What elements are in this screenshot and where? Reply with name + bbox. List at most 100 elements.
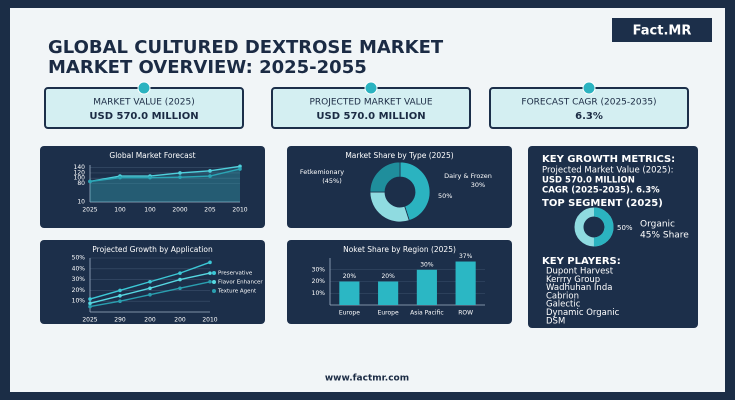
point (118, 294, 122, 298)
line (89, 165, 241, 183)
point (238, 164, 242, 169)
card-label: MARKET VALUE (2025) (93, 98, 195, 108)
bar (455, 261, 476, 305)
point (208, 174, 212, 178)
point (208, 279, 212, 284)
slice (399, 161, 431, 222)
card-value: USD 570.0 MILLION (89, 111, 198, 122)
player: Kerrry Group (546, 275, 600, 285)
point (148, 292, 152, 297)
y-tick-label: 10% (312, 290, 326, 297)
point (148, 279, 152, 284)
point (238, 167, 242, 171)
legend-swatch (212, 271, 216, 275)
chart-title: Global Market Forecast (109, 151, 195, 160)
card-value: USD 570.0 MILLION (316, 111, 425, 122)
logo-box (612, 18, 712, 42)
x-tick-label: 200 (144, 317, 156, 324)
y-tick-label: 20% (312, 278, 326, 285)
y-tick-label: 10% (72, 298, 86, 305)
panel (40, 240, 265, 324)
value-label: 20% (343, 273, 357, 280)
point (88, 301, 92, 306)
point (208, 169, 212, 173)
slice (369, 161, 401, 193)
x-tick-label: Europe (378, 310, 399, 317)
area (90, 166, 240, 202)
value-label: 37% (459, 253, 473, 260)
card-value: 6.3% (575, 111, 603, 122)
chart-title: Noket Share by Region (2025) (343, 245, 456, 254)
x-tick-label: 2025 (82, 317, 97, 324)
value-label: 30% (420, 261, 434, 268)
y-tick-label: 140 (74, 164, 86, 171)
x-tick-label: 2000 (172, 207, 187, 214)
ring-value (574, 207, 614, 247)
metrics-title: KEY GROWTH METRICS: (542, 154, 675, 165)
player: Galectic (546, 300, 581, 310)
player: Dynamic Organic (546, 308, 620, 318)
point (178, 277, 182, 282)
point (178, 175, 182, 179)
point (178, 271, 182, 275)
metric-line: Projected Market Value (2025): (542, 166, 674, 176)
metric-line: USD 570.0 MILLION (542, 176, 635, 186)
point (88, 297, 92, 301)
player: Cabrion (546, 291, 579, 301)
x-tick-label: 200 (174, 317, 186, 324)
point (118, 175, 122, 180)
value-label: 20% (381, 273, 395, 280)
slice-label: Dairy & Frozen (444, 172, 492, 180)
player: DSM (546, 316, 565, 326)
point (118, 288, 122, 293)
card-label: FORECAST CAGR (2025-2035) (521, 98, 656, 108)
panel (40, 146, 265, 228)
player: Wadhuhan Inda (546, 283, 612, 293)
area (90, 168, 240, 202)
x-tick-label: Asia Pacific (410, 310, 444, 317)
panel (287, 146, 512, 228)
title: MARKET OVERVIEW: 2025-2055 (48, 57, 367, 78)
card-icon (582, 81, 596, 95)
point (178, 171, 182, 175)
legend-swatch (212, 289, 216, 293)
bar (339, 281, 360, 305)
point (88, 304, 92, 309)
y-tick-label: 120 (74, 169, 86, 176)
x-tick-label: ROW (458, 310, 473, 317)
annotation: 50% (438, 192, 452, 200)
segment-share: 45% Share (640, 231, 689, 241)
point (148, 286, 152, 291)
legend-swatch (212, 280, 216, 284)
segment-value: 50% (617, 224, 633, 232)
point (88, 179, 92, 184)
line (89, 168, 241, 183)
x-tick-label: 2010 (202, 317, 217, 324)
player: Dupont Harvest (546, 267, 614, 277)
point (148, 175, 152, 180)
x-tick-label: Europe (339, 310, 360, 317)
y-tick-label: 30% (312, 266, 326, 273)
legend-label: Preservative (218, 271, 253, 277)
y-tick-label: 80 (77, 180, 85, 187)
chart-title: Market Share by Type (2025) (345, 151, 453, 160)
x-tick-label: 100 (114, 207, 126, 214)
card-icon (364, 81, 378, 95)
segment-name: Organic (640, 220, 675, 230)
legend-label: Texture Agent (217, 289, 257, 295)
card-icon (137, 81, 151, 95)
point (118, 299, 122, 304)
y-tick-label: 100 (74, 175, 86, 182)
point (208, 271, 212, 275)
logo: Fact.MR (633, 24, 692, 39)
y-tick-label: 50% (72, 255, 86, 262)
y-tick-label: 40% (72, 265, 86, 272)
panel (528, 146, 698, 328)
bar (416, 269, 437, 305)
chart-title: Projected Growth by Application (92, 245, 213, 254)
slice-value: 30% (471, 181, 485, 189)
x-tick-label: 2025 (82, 207, 97, 214)
y-tick-label: 10 (77, 199, 85, 206)
players-title: KEY PLAYERS: (542, 256, 621, 267)
